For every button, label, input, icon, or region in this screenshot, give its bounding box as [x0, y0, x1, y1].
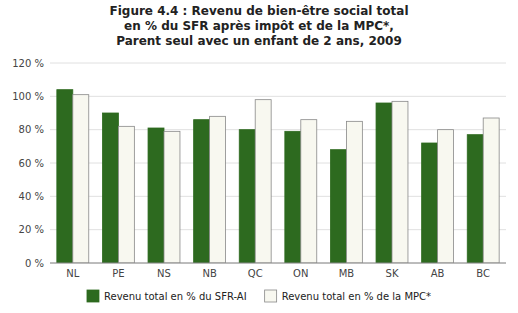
bar — [57, 90, 73, 263]
x-tick-label: NL — [66, 268, 79, 279]
bar — [164, 131, 180, 263]
bar — [422, 143, 438, 263]
legend: Revenu total en % du SFR-AI Revenu total … — [87, 290, 431, 302]
x-axis: NL PE NS NB QC ON MB SK AB BC — [66, 268, 490, 279]
chart-title: en % du SFR après impôt et de la MPC*, — [124, 19, 394, 33]
bar — [467, 135, 483, 263]
bar — [194, 120, 210, 263]
y-tick-label: 40 % — [19, 191, 44, 202]
chart-title: Figure 4.4 : Revenu de bien-être social … — [109, 4, 408, 18]
bar — [285, 131, 301, 263]
legend-label: Revenu total en % de la MPC* — [282, 291, 431, 302]
y-tick-label: 0 % — [25, 258, 44, 269]
y-tick-label: 20 % — [19, 224, 44, 235]
x-axis-line — [50, 263, 506, 264]
bar — [301, 120, 317, 263]
grid — [50, 63, 506, 263]
grid-line — [50, 263, 506, 264]
legend-swatch — [87, 290, 99, 302]
y-axis: 0 % 20 % 40 % 60 % 80 % 100 % 120 % — [12, 58, 44, 269]
bar — [255, 100, 271, 263]
x-tick-label: NB — [202, 268, 216, 279]
y-tick-label: 100 % — [12, 91, 44, 102]
x-tick-label: NS — [157, 268, 171, 279]
bar — [239, 130, 255, 263]
x-tick-label: SK — [386, 268, 399, 279]
grid-line — [50, 96, 506, 97]
x-tick-label: AB — [431, 268, 445, 279]
x-tick-label: ON — [293, 268, 308, 279]
x-tick-label: QC — [248, 268, 263, 279]
chart-title: Parent seul avec un enfant de 2 ans, 200… — [116, 34, 402, 48]
bar — [73, 95, 89, 263]
bar — [376, 103, 392, 263]
grid-line — [50, 63, 506, 64]
bar — [148, 128, 164, 263]
bar — [330, 150, 346, 263]
bar — [102, 113, 118, 263]
y-tick-label: 60 % — [19, 158, 44, 169]
y-tick-label: 120 % — [12, 58, 44, 69]
bar — [392, 101, 408, 263]
chart-svg: Figure 4.4 : Revenu de bien-être social … — [0, 0, 518, 313]
bar — [483, 118, 499, 263]
chart-container: Figure 4.4 : Revenu de bien-être social … — [0, 0, 518, 313]
legend-swatch — [265, 290, 277, 302]
x-tick-label: BC — [476, 268, 490, 279]
x-tick-label: PE — [112, 268, 124, 279]
x-tick-label: MB — [339, 268, 355, 279]
bar — [438, 130, 454, 263]
bar — [346, 121, 362, 263]
bars — [57, 90, 499, 263]
y-tick-label: 80 % — [19, 124, 44, 135]
bar — [210, 116, 226, 263]
bar — [118, 126, 134, 263]
legend-label: Revenu total en % du SFR-AI — [104, 291, 247, 302]
